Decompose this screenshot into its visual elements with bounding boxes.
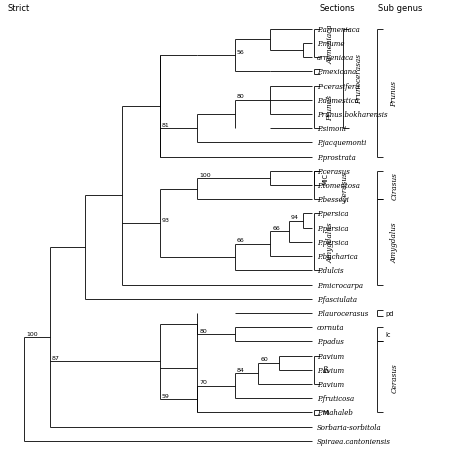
Text: Cirasus: Cirasus [391, 172, 399, 200]
Text: 84: 84 [237, 367, 245, 372]
Text: P.cerasus: P.cerasus [317, 167, 349, 176]
Text: pd: pd [385, 310, 393, 316]
Text: Amygdalus: Amygdalus [391, 222, 399, 263]
Text: cornuta: cornuta [317, 324, 344, 331]
Text: Prunus: Prunus [326, 95, 334, 121]
Text: Prunus: Prunus [391, 81, 399, 106]
Text: 87: 87 [52, 355, 60, 360]
Text: Armeniaca: Armeniaca [326, 24, 334, 64]
Text: 66: 66 [237, 238, 245, 243]
Text: P.dulcis: P.dulcis [317, 267, 343, 275]
Text: P.fruticosa: P.fruticosa [317, 394, 354, 402]
Text: Cerasus: Cerasus [391, 362, 399, 392]
Text: P.fasciulata: P.fasciulata [317, 295, 356, 303]
Text: 80: 80 [237, 94, 245, 99]
Text: P.bucharica: P.bucharica [317, 253, 357, 261]
Text: Strict: Strict [8, 4, 30, 13]
Text: Prunocerasas: Prunocerasas [356, 54, 363, 104]
Text: P.avium: P.avium [317, 366, 344, 374]
Text: P.persica: P.persica [317, 224, 348, 232]
Text: P.domestica: P.domestica [317, 96, 358, 105]
Text: P.laurocerasus: P.laurocerasus [317, 309, 368, 317]
Text: P.simoni: P.simoni [317, 125, 346, 133]
Text: 66: 66 [272, 225, 280, 230]
Text: P.persica: P.persica [317, 210, 348, 218]
Text: P.avium: P.avium [317, 352, 344, 360]
Text: 94: 94 [291, 215, 299, 220]
Text: P.armeniaca: P.armeniaca [317, 25, 359, 34]
Text: 100: 100 [26, 331, 38, 336]
Text: Mi: Mi [322, 410, 330, 415]
Text: 60: 60 [260, 356, 268, 361]
Text: 81: 81 [162, 122, 170, 127]
Text: lc: lc [385, 332, 391, 338]
Text: ß: ß [322, 365, 328, 374]
Text: Prunus.bokharensis: Prunus.bokharensis [317, 111, 387, 119]
Text: P.tomentosa: P.tomentosa [317, 182, 359, 190]
Text: Spiraea.cantoniensis: Spiraea.cantoniensis [317, 437, 391, 445]
Text: P.microcarpa: P.microcarpa [317, 281, 363, 289]
Text: P.persica: P.persica [317, 238, 348, 246]
Text: P.jacquemonti: P.jacquemonti [317, 139, 366, 147]
Text: P.mahaleb: P.mahaleb [317, 409, 353, 416]
Text: Cerasus: Cerasus [340, 171, 348, 201]
Text: P.padus: P.padus [317, 338, 344, 346]
Text: Sections: Sections [320, 4, 356, 13]
Text: P.mexicana: P.mexicana [317, 68, 356, 76]
Text: P.mume: P.mume [317, 40, 344, 48]
Text: Amygdalus: Amygdalus [326, 222, 334, 263]
Text: 56: 56 [237, 50, 245, 55]
Text: 59: 59 [162, 393, 170, 398]
Text: 100: 100 [200, 172, 211, 177]
Text: Sorbaria-sorbitola: Sorbaria-sorbitola [317, 423, 381, 431]
Text: P.avium: P.avium [317, 380, 344, 388]
Text: P-cerasifera: P-cerasifera [317, 82, 359, 91]
Text: armeniaca: armeniaca [317, 54, 354, 62]
Text: Sub genus: Sub genus [378, 4, 423, 13]
Text: 80: 80 [200, 328, 207, 333]
Text: 70: 70 [200, 379, 208, 384]
Text: MIC: MIC [322, 172, 328, 185]
Text: 93: 93 [162, 217, 170, 222]
Text: P.prostrata: P.prostrata [317, 153, 356, 161]
Text: P.besseyi: P.besseyi [317, 196, 348, 204]
